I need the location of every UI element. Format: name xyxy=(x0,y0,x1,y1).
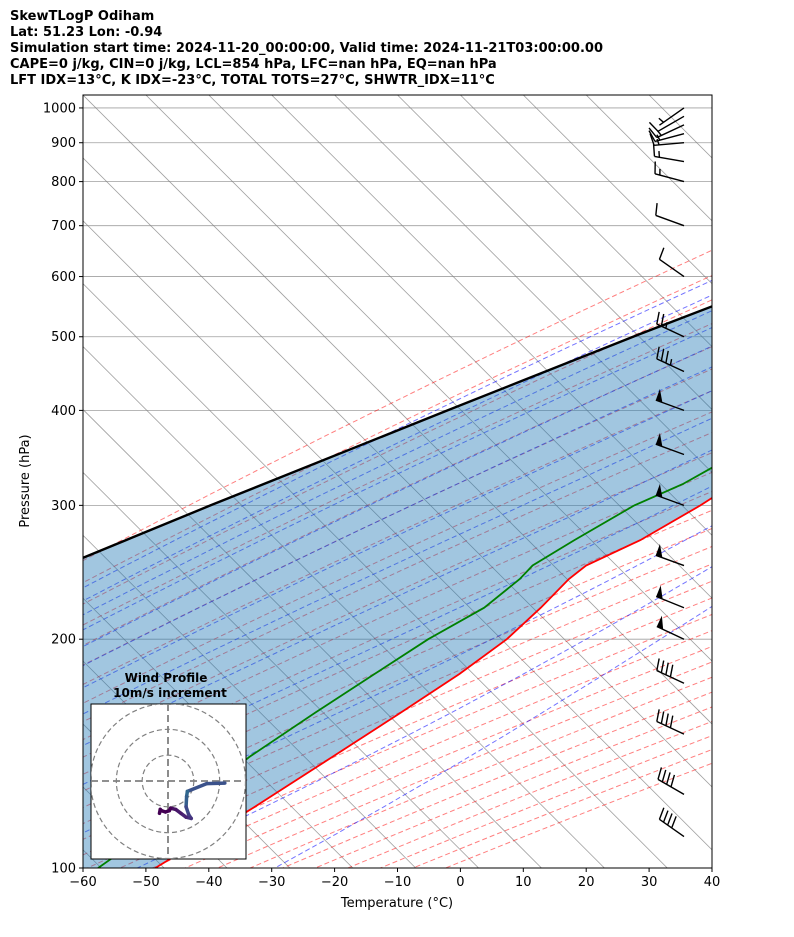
x-tick-label: −40 xyxy=(195,875,222,890)
isotherm-line xyxy=(83,157,712,788)
x-tick-label: −10 xyxy=(384,875,411,890)
wind-barb xyxy=(655,203,685,227)
chart-axes: −60 −50 −40 −30 −20 −10 0 10 20 30 40 1000 900 800 700… xyxy=(43,101,720,890)
hodograph-title: Wind Profile xyxy=(125,671,208,685)
moist-adiabat-line xyxy=(83,345,712,648)
wind-barb xyxy=(658,107,685,126)
wind-barb xyxy=(655,544,685,567)
simulation-times: Simulation start time: 2024-11-20_00:00:… xyxy=(10,41,603,56)
wind-barb xyxy=(649,133,685,147)
dry-adiabat-line xyxy=(83,346,712,646)
isotherm-line xyxy=(145,95,712,662)
y-axis-label: Pressure (hPa) xyxy=(18,434,33,527)
isotherm-line xyxy=(83,346,605,868)
isotherm-line xyxy=(83,534,416,868)
moist-adiabat-line xyxy=(83,485,712,785)
y-tick-label: 900 xyxy=(51,136,76,151)
wind-barb xyxy=(657,767,685,795)
wind-barbs xyxy=(648,107,685,838)
wind-barb xyxy=(648,115,685,132)
y-tick-label: 700 xyxy=(51,219,76,234)
chart-title: SkewTLogP Odiham xyxy=(10,9,155,24)
dry-adiabat-line xyxy=(83,323,712,626)
hodograph-segment xyxy=(205,781,227,786)
y-tick-label: 400 xyxy=(51,404,76,419)
wind-barb xyxy=(648,130,685,143)
x-tick-label: −50 xyxy=(132,875,159,890)
dry-adiabat-line xyxy=(83,545,712,825)
hodograph-segment xyxy=(157,807,162,816)
dry-adiabat-line xyxy=(83,431,712,723)
isotherm-line xyxy=(83,220,712,851)
dry-adiabat-line xyxy=(83,471,712,758)
isotherm-line xyxy=(397,95,712,411)
x-tick-label: −30 xyxy=(258,875,285,890)
dewpoint-line xyxy=(97,466,712,868)
hodograph-segment xyxy=(185,781,209,794)
x-tick-label: −20 xyxy=(321,875,348,890)
dry-adiabat-line xyxy=(83,527,712,809)
x-tick-label: 0 xyxy=(456,875,464,890)
wind-barb xyxy=(656,615,685,640)
y-tick-label: 200 xyxy=(51,633,76,648)
parcel-indices: CAPE=0 j/kg, CIN=0 j/kg, LCL=854 hPa, LF… xyxy=(10,57,497,72)
hodograph-rings xyxy=(91,704,246,859)
isotherm-line xyxy=(83,95,712,725)
wind-barb xyxy=(656,658,685,684)
isotherm-line xyxy=(83,471,479,868)
moist-adiabat-line xyxy=(83,294,712,602)
hodograph-subtitle: 10m/s increment xyxy=(113,686,227,700)
wind-barb xyxy=(656,346,685,373)
isotherm-line xyxy=(208,95,712,599)
stability-indices: LFT IDX=13°C, K IDX=-23°C, TOTAL TOTS=27… xyxy=(10,73,495,88)
isotherm-line xyxy=(83,408,542,868)
isotherm-line xyxy=(271,95,712,536)
temperature-line xyxy=(154,496,712,868)
wind-barb xyxy=(655,388,685,412)
hodograph-trace xyxy=(157,781,227,821)
x-tick-label: −60 xyxy=(69,875,96,890)
wind-barb xyxy=(658,247,685,278)
x-tick-label: 40 xyxy=(704,875,721,890)
isotherm-line xyxy=(523,95,712,285)
x-tick-label: 30 xyxy=(641,875,658,890)
isotherm-line xyxy=(334,95,712,473)
y-tick-label: 600 xyxy=(51,270,76,285)
wind-barb xyxy=(652,143,685,163)
y-tick-label: 300 xyxy=(51,499,76,514)
wind-barb xyxy=(654,161,685,183)
y-tick-label: 500 xyxy=(51,330,76,345)
wind-barb xyxy=(658,807,685,838)
hodograph-inset: Wind Profile 10m/s increment xyxy=(90,671,247,860)
moist-adiabat-line xyxy=(83,279,712,589)
dry-adiabat-line xyxy=(83,390,712,686)
y-tick-label: 800 xyxy=(51,175,76,190)
dry-adiabat-line xyxy=(83,274,712,584)
wind-barb xyxy=(655,585,685,609)
dry-adiabat-line xyxy=(83,368,712,666)
wind-barb xyxy=(656,709,685,735)
isotherm-line xyxy=(460,95,712,348)
wind-barb xyxy=(648,124,685,139)
wind-barb xyxy=(655,432,685,456)
sounding-profiles xyxy=(83,305,712,868)
x-tick-label: 20 xyxy=(578,875,595,890)
wind-barb xyxy=(655,483,685,507)
x-axis-label: Temperature (°C) xyxy=(340,896,453,911)
y-tick-label: 100 xyxy=(51,862,76,877)
wind-barb xyxy=(656,311,685,338)
y-tick-label: 1000 xyxy=(43,101,76,116)
moist-adiabat-line xyxy=(83,449,712,747)
dry-adiabat-line xyxy=(83,509,712,792)
isotherm-line xyxy=(711,95,712,96)
station-coordinates: Lat: 51.23 Lon: -0.94 xyxy=(10,25,163,40)
x-tick-label: 10 xyxy=(515,875,532,890)
